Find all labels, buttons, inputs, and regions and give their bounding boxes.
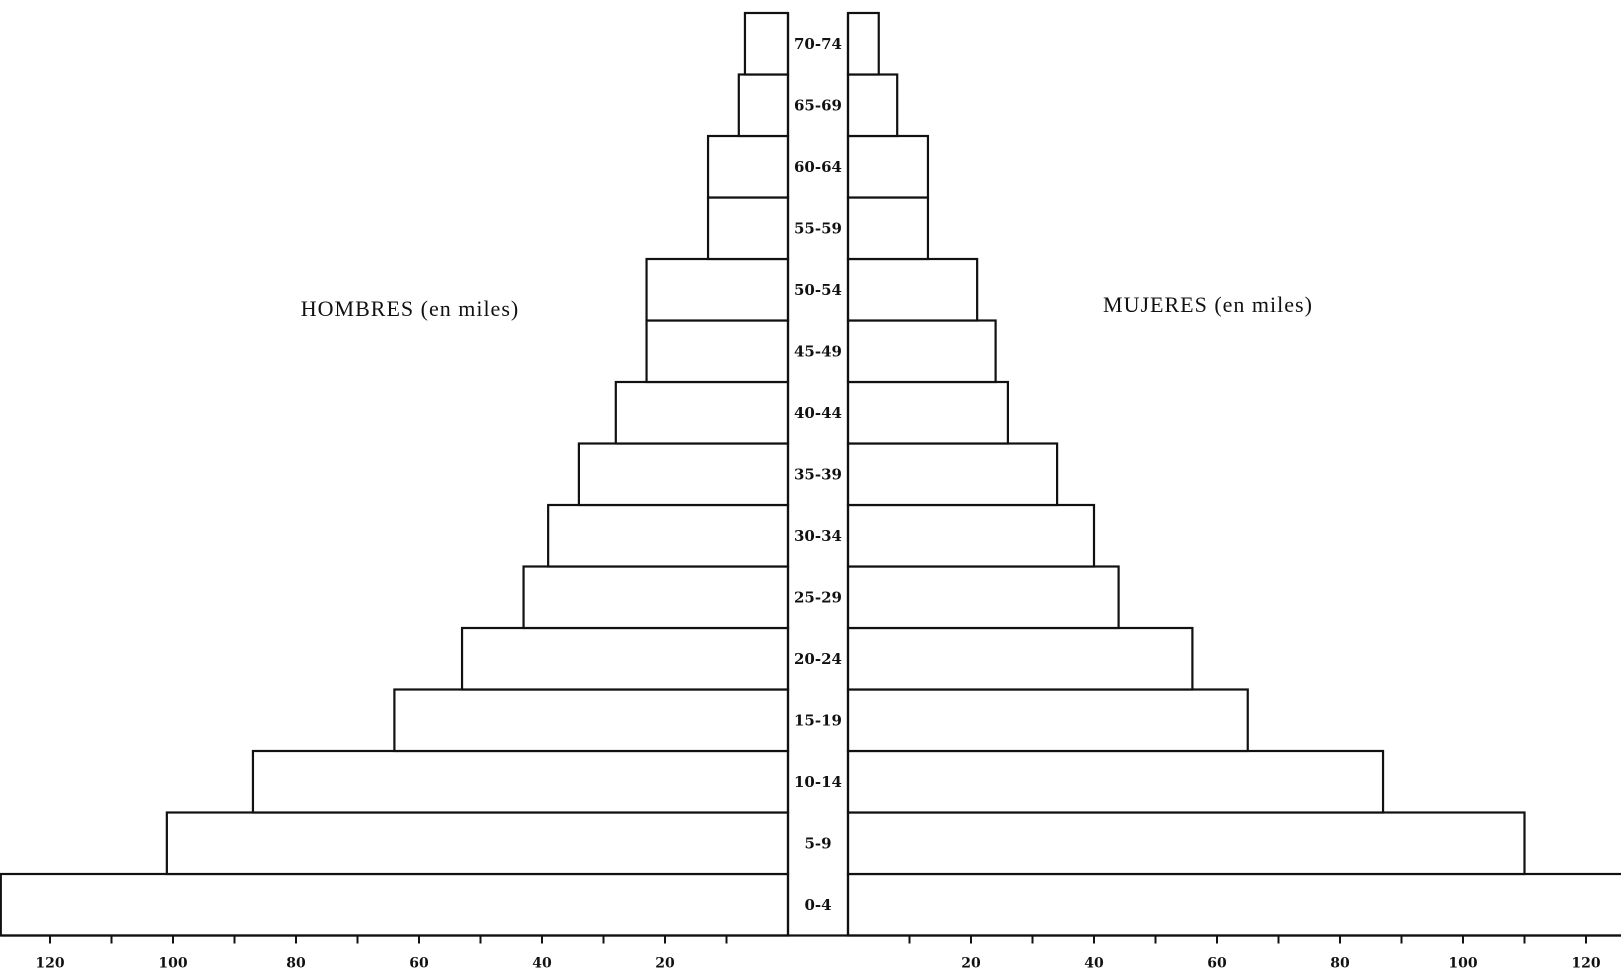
age-group-label: 40-44	[794, 404, 842, 422]
male-bar-5-9	[165, 811, 790, 876]
age-group-label: 35-39	[794, 465, 842, 483]
male-bar-20-24	[460, 626, 790, 691]
female-bar-65-69	[846, 73, 899, 138]
female-bar-10-14	[846, 749, 1385, 814]
age-group-label: 55-59	[794, 219, 842, 237]
age-group-label: 10-14	[794, 773, 842, 791]
age-group-label: 15-19	[794, 711, 842, 729]
x-tick-label-right: 20	[961, 956, 981, 969]
male-bar-40-44	[614, 380, 790, 445]
female-bar-15-19	[846, 688, 1249, 753]
x-tick-label-right: 80	[1330, 956, 1350, 969]
x-axis: 120 100 80 60 40 20 20 40 60 80 100 120	[0, 934, 1621, 969]
age-group-label: 5-9	[804, 834, 831, 852]
male-bar-0-4	[0, 872, 790, 937]
x-tick-label-left: 80	[286, 956, 306, 969]
female-bar-5-9	[846, 811, 1526, 876]
x-tick-label-left: 60	[409, 956, 429, 969]
age-group-column: 0-4 5-9 10-14 15-19 20-24 25-29 30-34 35-39 40-4…	[786, 13, 850, 936]
male-bar-55-59	[706, 196, 790, 261]
male-bar-10-14	[251, 749, 790, 814]
age-group-label: 20-24	[794, 650, 842, 668]
male-bar-65-69	[737, 73, 790, 138]
male-bar-30-34	[547, 503, 790, 568]
x-tick-label-left: 120	[35, 956, 64, 969]
x-tick-label-left: 20	[655, 956, 675, 969]
age-group-label: 30-34	[794, 527, 842, 545]
age-group-label: 25-29	[794, 588, 842, 606]
female-bar-0-4	[846, 872, 1621, 937]
female-bar-45-49	[846, 319, 997, 384]
x-tick-label-right: 60	[1207, 956, 1227, 969]
age-group-label: 70-74	[794, 35, 842, 53]
male-bar-45-49	[645, 319, 790, 384]
male-series-title: HOMBRES (en miles)	[301, 296, 519, 321]
x-tick-label-right: 120	[1571, 956, 1600, 969]
age-group-label: 65-69	[794, 96, 842, 114]
female-bar-35-39	[846, 442, 1059, 507]
male-bar-50-54	[645, 257, 790, 322]
female-bar-50-54	[846, 257, 979, 322]
female-series-title: MUJERES (en miles)	[1103, 292, 1313, 317]
x-tick-label-right: 40	[1084, 956, 1104, 969]
female-bar-60-64	[846, 134, 930, 199]
female-bar-55-59	[846, 196, 930, 261]
age-group-label: 60-64	[794, 158, 842, 176]
female-bar-20-24	[846, 626, 1194, 691]
male-bar-35-39	[577, 442, 790, 507]
x-tick-label-left: 100	[158, 956, 187, 969]
x-tick-label-right: 100	[1448, 956, 1477, 969]
female-bar-40-44	[846, 380, 1009, 445]
x-tick-label-left: 40	[532, 956, 552, 969]
age-group-label: 0-4	[804, 896, 831, 914]
male-bars	[0, 11, 790, 937]
female-bars	[846, 11, 1621, 937]
male-bar-15-19	[393, 688, 790, 753]
female-bar-70-74	[846, 11, 880, 76]
age-group-label: 45-49	[794, 342, 842, 360]
female-bar-25-29	[846, 565, 1120, 630]
male-bar-70-74	[743, 11, 790, 76]
age-group-label: 50-54	[794, 281, 842, 299]
female-bar-30-34	[846, 503, 1096, 568]
male-bar-60-64	[706, 134, 790, 199]
male-bar-25-29	[522, 565, 790, 630]
